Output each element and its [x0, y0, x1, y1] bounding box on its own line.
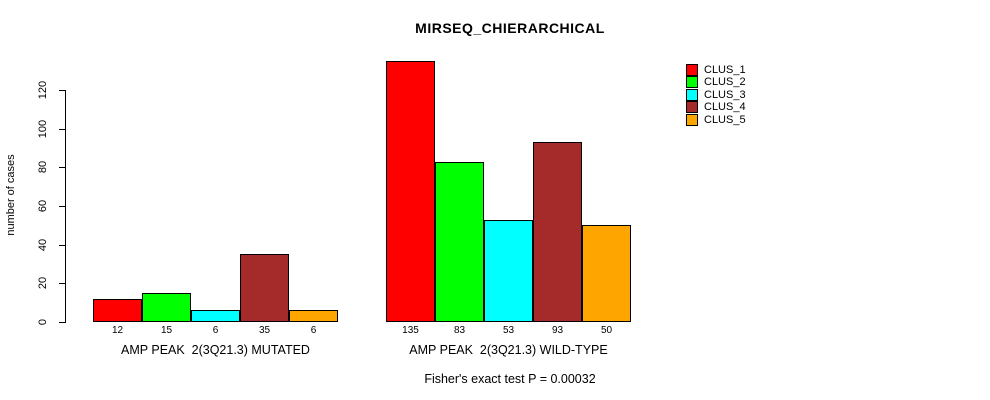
legend-swatch — [686, 113, 698, 126]
bar-value-label: 53 — [502, 325, 515, 336]
legend-label: CLUS_4 — [704, 101, 746, 114]
legend-label: CLUS_2 — [704, 76, 746, 89]
bar-value-label: 50 — [600, 325, 613, 336]
bar — [93, 298, 142, 322]
y-tick-label: 40 — [37, 238, 49, 251]
bar — [240, 254, 289, 322]
bar-value-label: 83 — [453, 325, 466, 336]
legend-label: CLUS_3 — [704, 88, 746, 101]
bar-value-label: 35 — [258, 325, 271, 336]
chart-title: MIRSEQ_CHIERARCHICAL — [415, 20, 605, 36]
bar-value-label: 12 — [111, 325, 124, 336]
legend-swatch — [686, 101, 698, 114]
y-tick-label: 0 — [37, 318, 49, 326]
bar — [191, 310, 240, 322]
y-tick-mark — [59, 206, 65, 207]
bar-value-label: 93 — [551, 325, 564, 336]
bar-value-label: 6 — [310, 325, 317, 336]
legend-swatch — [686, 76, 698, 89]
bar — [582, 225, 631, 322]
legend-item: CLUS_2 — [686, 76, 746, 89]
legend-label: CLUS_5 — [704, 113, 746, 126]
bar-value-label: 15 — [160, 325, 173, 336]
legend-item: CLUS_5 — [686, 113, 746, 126]
y-tick-label: 80 — [37, 161, 49, 174]
y-tick-mark — [59, 322, 65, 323]
y-axis-label: number of cases — [5, 154, 17, 236]
bar — [533, 142, 582, 322]
y-tick-label: 20 — [37, 277, 49, 290]
y-tick-mark — [59, 244, 65, 246]
legend-item: CLUS_1 — [686, 64, 746, 76]
legend-item: CLUS_4 — [686, 101, 746, 114]
y-tick-mark — [59, 128, 65, 130]
y-axis-line — [65, 90, 66, 323]
legend-item: CLUS_3 — [686, 88, 746, 101]
y-tick-mark — [59, 90, 65, 91]
bar — [142, 293, 191, 322]
bar — [484, 219, 533, 322]
bar — [289, 310, 338, 322]
y-tick-label: 120 — [37, 80, 49, 100]
bar — [435, 161, 484, 322]
y-tick-label: 60 — [37, 199, 49, 213]
group-label: AMP PEAK 2(3Q21.3) MUTATED — [121, 343, 310, 357]
legend-swatch — [686, 88, 698, 101]
y-tick-mark — [59, 283, 65, 285]
legend-swatch — [686, 64, 698, 76]
footer-annotation: Fisher's exact test P = 0.00032 — [424, 372, 596, 386]
group-label: AMP PEAK 2(3Q21.3) WILD-TYPE — [409, 343, 608, 357]
bar-value-label: 6 — [212, 325, 219, 336]
y-tick-mark — [59, 167, 65, 169]
legend-label: CLUS_1 — [704, 64, 746, 76]
bar — [386, 61, 435, 322]
bar-value-label: 135 — [402, 325, 419, 336]
y-tick-label: 100 — [37, 119, 49, 138]
